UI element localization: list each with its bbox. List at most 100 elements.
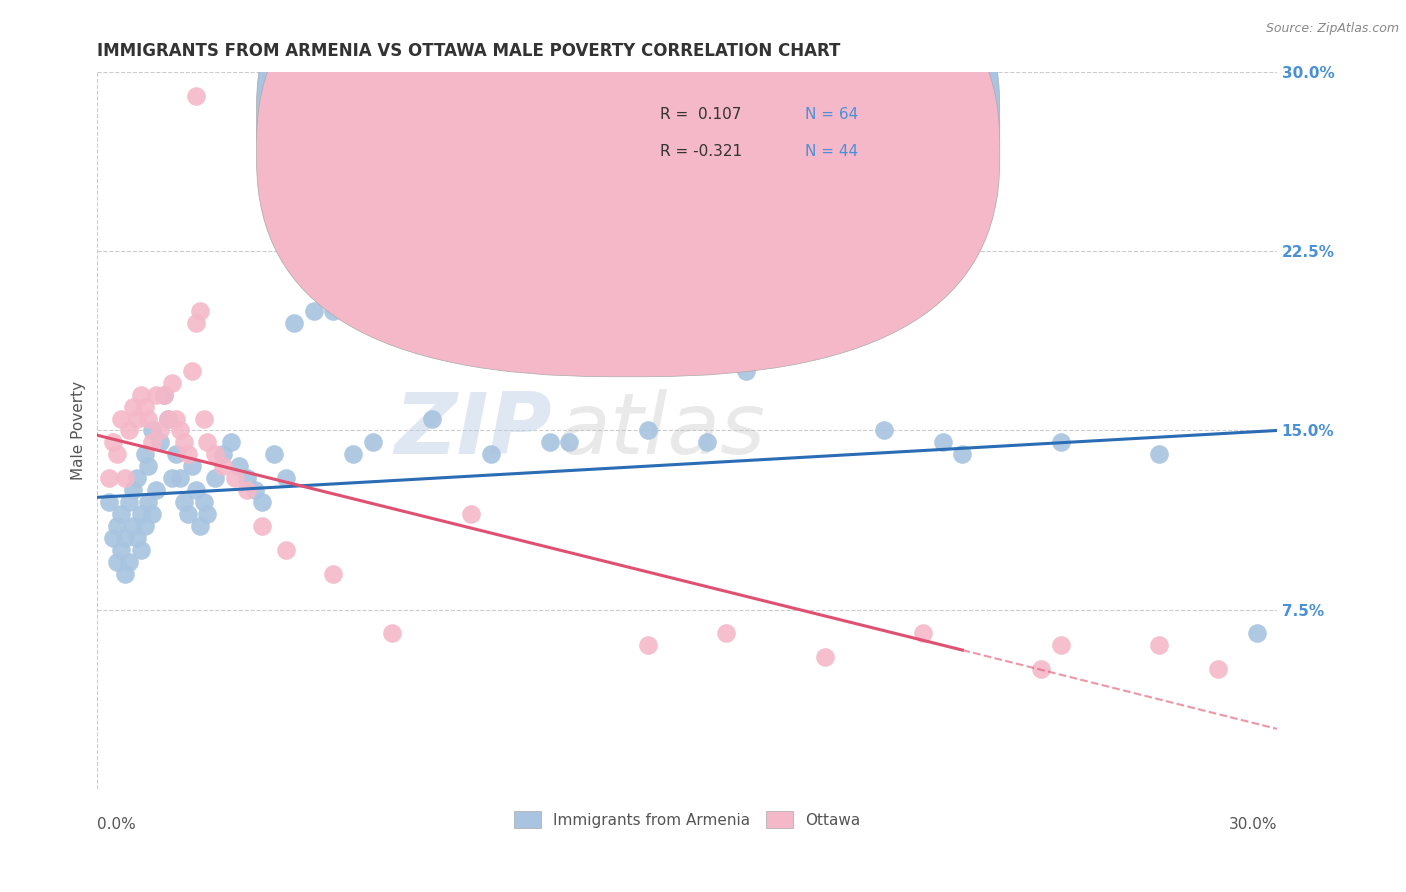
Point — [228, 459, 250, 474]
Point — [173, 495, 195, 509]
Point — [381, 316, 404, 330]
Point — [911, 626, 934, 640]
Point — [101, 435, 124, 450]
FancyBboxPatch shape — [256, 0, 1000, 376]
Point — [558, 435, 581, 450]
Point — [165, 447, 187, 461]
Point — [118, 555, 141, 569]
Point — [118, 495, 141, 509]
Point — [145, 483, 167, 497]
Point — [134, 447, 156, 461]
Point — [188, 304, 211, 318]
Text: 0.0%: 0.0% — [97, 817, 136, 832]
Point — [173, 435, 195, 450]
Point — [145, 387, 167, 401]
Point — [950, 447, 973, 461]
Point — [814, 650, 837, 665]
Point — [263, 447, 285, 461]
Point — [193, 495, 215, 509]
Point — [129, 542, 152, 557]
Point — [141, 424, 163, 438]
Text: N = 44: N = 44 — [806, 144, 858, 159]
Point — [180, 459, 202, 474]
Point — [105, 519, 128, 533]
Point — [184, 89, 207, 103]
Point — [873, 424, 896, 438]
Point — [1049, 435, 1071, 450]
Point — [157, 411, 180, 425]
Point — [538, 435, 561, 450]
Point — [121, 519, 143, 533]
Y-axis label: Male Poverty: Male Poverty — [72, 381, 86, 480]
Point — [98, 471, 121, 485]
Point — [98, 495, 121, 509]
Point — [188, 519, 211, 533]
FancyBboxPatch shape — [593, 87, 911, 177]
Point — [212, 447, 235, 461]
Point — [283, 316, 305, 330]
Point — [1246, 626, 1268, 640]
Text: R = -0.321: R = -0.321 — [659, 144, 742, 159]
Point — [1029, 662, 1052, 676]
Point — [125, 471, 148, 485]
Point — [716, 626, 738, 640]
Point — [160, 376, 183, 390]
Point — [637, 638, 659, 652]
Point — [101, 531, 124, 545]
Point — [134, 400, 156, 414]
Text: ZIP: ZIP — [394, 389, 551, 472]
Point — [342, 447, 364, 461]
Point — [138, 459, 160, 474]
Point — [153, 387, 176, 401]
Point — [1049, 638, 1071, 652]
Point — [149, 435, 172, 450]
Point — [735, 364, 758, 378]
Point — [931, 435, 953, 450]
Point — [114, 471, 136, 485]
Point — [125, 411, 148, 425]
Point — [252, 495, 274, 509]
Text: atlas: atlas — [557, 389, 765, 472]
Text: N = 64: N = 64 — [806, 107, 858, 122]
Point — [114, 566, 136, 581]
Text: 30.0%: 30.0% — [1229, 817, 1277, 832]
Point — [193, 411, 215, 425]
Text: Source: ZipAtlas.com: Source: ZipAtlas.com — [1265, 22, 1399, 36]
Point — [118, 424, 141, 438]
Point — [141, 507, 163, 521]
Point — [236, 483, 259, 497]
Point — [197, 507, 219, 521]
Point — [153, 387, 176, 401]
Point — [637, 424, 659, 438]
Point — [138, 495, 160, 509]
Point — [1147, 638, 1170, 652]
Point — [180, 364, 202, 378]
Point — [243, 483, 266, 497]
Point — [169, 424, 191, 438]
Point — [322, 566, 344, 581]
Point — [274, 542, 297, 557]
Point — [204, 471, 226, 485]
Point — [121, 483, 143, 497]
Point — [160, 471, 183, 485]
Text: R =  0.107: R = 0.107 — [659, 107, 741, 122]
Point — [197, 435, 219, 450]
Point — [361, 435, 384, 450]
Legend: Immigrants from Armenia, Ottawa: Immigrants from Armenia, Ottawa — [508, 805, 866, 835]
Point — [696, 435, 718, 450]
Point — [110, 542, 132, 557]
Point — [460, 507, 482, 521]
Point — [212, 459, 235, 474]
Point — [129, 387, 152, 401]
Point — [114, 531, 136, 545]
Point — [169, 471, 191, 485]
Point — [322, 304, 344, 318]
Point — [479, 447, 502, 461]
Point — [224, 471, 246, 485]
Point — [125, 531, 148, 545]
Point — [177, 447, 200, 461]
Point — [121, 400, 143, 414]
Point — [274, 471, 297, 485]
Point — [1206, 662, 1229, 676]
Point — [134, 519, 156, 533]
